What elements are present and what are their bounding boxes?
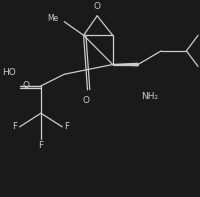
Text: O: O <box>82 96 89 105</box>
Text: NH₂: NH₂ <box>141 92 158 101</box>
Polygon shape <box>113 63 138 66</box>
Text: F: F <box>38 141 43 151</box>
Text: F: F <box>64 122 69 131</box>
Text: HO: HO <box>2 68 16 77</box>
Text: O: O <box>94 2 101 11</box>
Text: O: O <box>22 81 29 90</box>
Text: Me: Me <box>47 14 58 23</box>
Text: F: F <box>13 122 18 131</box>
